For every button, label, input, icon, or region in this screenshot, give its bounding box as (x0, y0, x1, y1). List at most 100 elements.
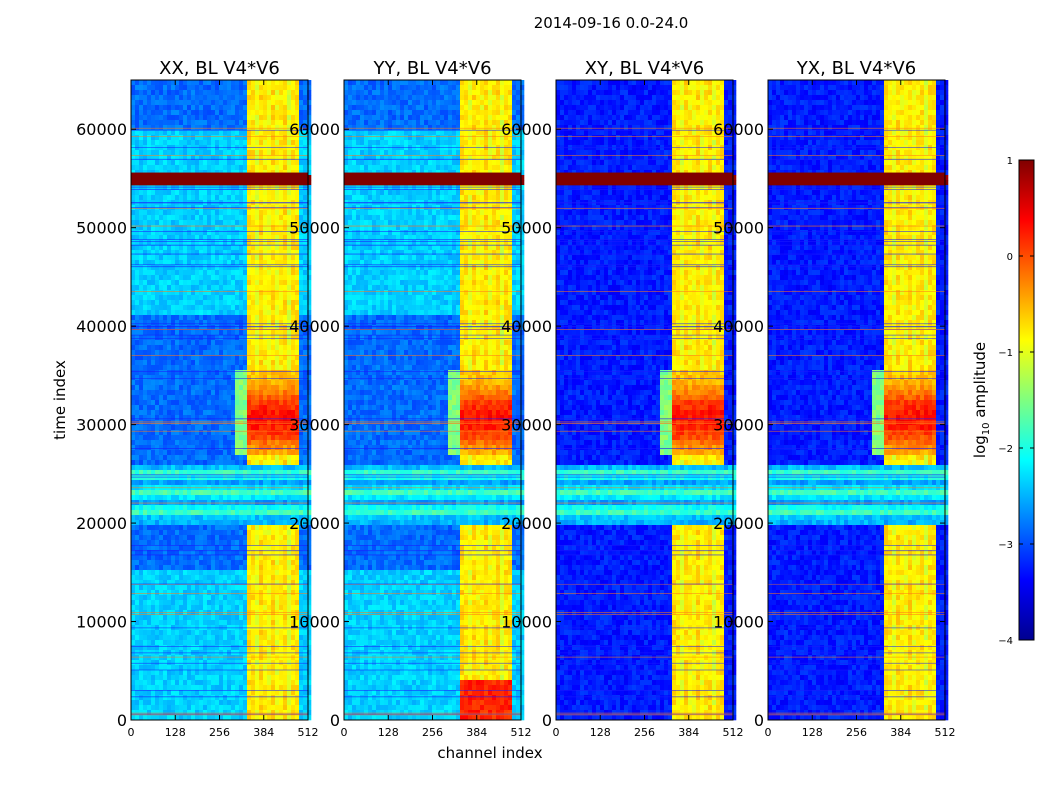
heatmap-cell (147, 220, 151, 225)
heatmap-cell (199, 165, 203, 170)
heatmap-cell (243, 115, 247, 120)
heatmap-cell (131, 95, 135, 100)
heatmap-cell (163, 100, 167, 105)
heatmap-cell (211, 135, 215, 140)
heatmap-cell (251, 140, 255, 145)
heatmap-cell (299, 80, 303, 85)
heatmap-cell (199, 85, 203, 90)
heatmap-cell (143, 210, 147, 215)
heatmap-cell (295, 165, 299, 170)
heatmap-cell (183, 135, 187, 140)
heatmap-cell (247, 165, 251, 170)
heatmap-cell (163, 140, 167, 145)
heatmap-cell (275, 120, 279, 125)
heatmap-cell (303, 80, 307, 85)
heatmap-cell (167, 160, 171, 165)
suptitle: 2014-09-16 0.0-24.0 (534, 14, 689, 32)
heatmap-cell (239, 135, 243, 140)
heatmap-cell (147, 195, 151, 200)
heatmap-cell (151, 135, 155, 140)
heatmap-cell (279, 95, 283, 100)
heatmap-cell (263, 190, 267, 195)
heatmap-cell (207, 150, 211, 155)
heatmap-cell (247, 115, 251, 120)
heatmap-cell (239, 230, 243, 235)
heatmap-cell (139, 105, 143, 110)
heatmap-cell (251, 150, 255, 155)
heatmap-cell (199, 210, 203, 215)
heatmap-cell (259, 85, 263, 90)
heatmap-cell (203, 220, 207, 225)
heatmap-cell (191, 85, 195, 90)
heatmap-cell (251, 220, 255, 225)
heatmap-cell (139, 110, 143, 115)
heatmap-cell (159, 140, 163, 145)
heatmap-cell (207, 85, 211, 90)
heatmap-cell (203, 165, 207, 170)
heatmap-cell (163, 130, 167, 135)
heatmap-cell (263, 110, 267, 115)
heatmap-cell (171, 130, 175, 135)
heatmap-cell (275, 230, 279, 235)
heatmap-cell (267, 105, 271, 110)
heatmap-cell (299, 105, 303, 110)
heatmap-cell (151, 220, 155, 225)
heatmap-cell (263, 120, 267, 125)
heatmap-cell (227, 230, 231, 235)
heatmap-cell (135, 150, 139, 155)
heatmap-cell (147, 95, 151, 100)
heatmap-cell (167, 95, 171, 100)
heatmap-cell (235, 195, 239, 200)
heatmap-cell (167, 80, 171, 85)
heatmap-cell (183, 130, 187, 135)
heatmap-cell (143, 135, 147, 140)
heatmap-cell (223, 135, 227, 140)
heatmap-cell (155, 215, 159, 220)
heatmap-cell (143, 130, 147, 135)
heatmap-cell (207, 220, 211, 225)
heatmap-cell (175, 90, 179, 95)
heatmap-cell (259, 190, 263, 195)
heatmap-cell (183, 140, 187, 145)
heatmap-cell (199, 110, 203, 115)
heatmap-cell (267, 120, 271, 125)
heatmap-cell (255, 215, 259, 220)
heatmap-cell (203, 195, 207, 200)
heatmap-cell (251, 95, 255, 100)
heatmap-cell (187, 230, 191, 235)
heatmap-cell (167, 165, 171, 170)
heatmap-cell (163, 120, 167, 125)
heatmap-cell (287, 105, 291, 110)
heatmap-cell (247, 105, 251, 110)
heatmap-cell (287, 150, 291, 155)
heatmap-cell (183, 190, 187, 195)
heatmap-cell (223, 195, 227, 200)
heatmap-cell (291, 95, 295, 100)
heatmap-cell (203, 80, 207, 85)
heatmap-cell (223, 140, 227, 145)
heatmap-cell (283, 85, 287, 90)
heatmap-cell (167, 120, 171, 125)
heatmap-cell (271, 125, 275, 130)
heatmap-cell (139, 130, 143, 135)
heatmap-cell (187, 220, 191, 225)
heatmap-cell (255, 95, 259, 100)
heatmap-cell (243, 125, 247, 130)
heatmap-cell (279, 85, 283, 90)
heatmap-cell (295, 90, 299, 95)
heatmap-cell (255, 190, 259, 195)
heatmap-cell (159, 165, 163, 170)
heatmap-cell (223, 100, 227, 105)
heatmap-cell (135, 195, 139, 200)
heatmap-cell (243, 215, 247, 220)
heatmap-cell (255, 195, 259, 200)
heatmap-cell (211, 100, 215, 105)
heatmap-cell (223, 110, 227, 115)
heatmap-cell (159, 135, 163, 140)
heatmap-cell (215, 100, 219, 105)
heatmap-cell (175, 150, 179, 155)
heatmap-cell (243, 90, 247, 95)
heatmap-cell (183, 160, 187, 165)
heatmap-cell (231, 105, 235, 110)
heatmap-cell (207, 130, 211, 135)
